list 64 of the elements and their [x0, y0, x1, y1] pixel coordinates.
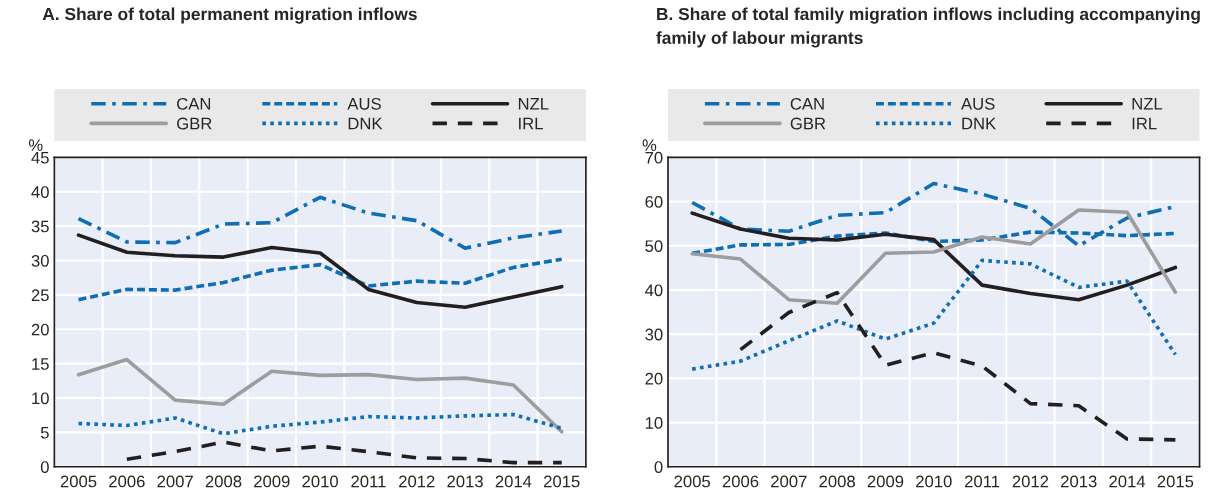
y-tick-label: 40	[645, 284, 663, 297]
y-tick-label: 10	[32, 392, 49, 405]
x-tick-label: 2013	[447, 475, 483, 488]
legend-label: AUS	[961, 97, 995, 110]
y-tick-label: 30	[645, 328, 663, 341]
y-tick-label: 0	[654, 461, 663, 473]
chart-title: B. Share of total family migration inflows including accompanying family of labour migrants	[656, 7, 1200, 48]
x-tick-label: 2009	[254, 475, 290, 488]
y-tick-label: 20	[645, 372, 663, 385]
y-tick-label: 50	[645, 240, 663, 253]
y-tick-label: 15	[32, 358, 49, 370]
line-series	[738, 290, 1178, 442]
x-tick-label: 2015	[544, 475, 580, 488]
x-tick-label: 2007	[157, 475, 193, 488]
x-tick-label: 2006	[722, 475, 759, 488]
legend-label: IRL	[1132, 117, 1157, 130]
legend-label: CAN	[177, 97, 211, 110]
x-tick-label: 2010	[302, 475, 339, 488]
x-tick-label: 2007	[771, 475, 807, 488]
line-series	[76, 233, 564, 310]
x-tick-label: 2011	[351, 475, 386, 488]
x-tick-label: 2011	[965, 475, 1000, 488]
legend-label: IRL	[519, 117, 543, 130]
line-series	[76, 195, 564, 250]
x-tick-label: 2005	[674, 475, 711, 488]
y-tick-label: 10	[645, 416, 663, 429]
y-tick-label: 5	[40, 426, 49, 439]
y-tick-label: 30	[31, 254, 49, 267]
y-tick-label: 25	[31, 289, 49, 302]
x-tick-label: 2014	[1109, 475, 1146, 488]
x-tick-label: 2008	[205, 475, 242, 488]
line-series	[76, 257, 564, 302]
legend-label: AUS	[347, 97, 381, 110]
y-tick-label: 45	[31, 151, 49, 164]
line-series	[690, 258, 1178, 371]
x-tick-label: 2013	[1061, 475, 1097, 488]
line-series	[76, 412, 564, 436]
y-tick-label: 0	[40, 461, 49, 473]
chart-title: A. Share of total permanent migration inflows	[42, 7, 417, 24]
x-tick-label: 2005	[60, 475, 97, 488]
line-series	[125, 440, 564, 465]
y-tick-label: 40	[31, 186, 49, 198]
y-tick-label: 70	[645, 151, 663, 164]
x-tick-label: 2014	[495, 475, 532, 488]
y-tick-label: 20	[31, 323, 49, 336]
line-series	[76, 357, 564, 434]
legend-label: DNK	[962, 117, 997, 130]
legend-label: GBR	[177, 117, 212, 130]
x-tick-label: 2012	[399, 475, 435, 488]
x-tick-label: 2012	[1012, 475, 1049, 488]
y-tick-label: 35	[31, 220, 49, 233]
legend-label: GBR	[790, 117, 826, 130]
legend-label: NZL	[1132, 98, 1163, 110]
legend-label: NZL	[518, 98, 549, 110]
y-tick-label: 60	[645, 196, 663, 208]
x-tick-label: 2010	[916, 475, 952, 488]
x-tick-label: 2015	[1157, 475, 1194, 488]
legend-label: DNK	[348, 117, 383, 130]
legend-label: CAN	[790, 97, 824, 110]
x-tick-label: 2006	[109, 475, 145, 488]
x-tick-label: 2009	[867, 475, 904, 488]
x-tick-label: 2008	[819, 475, 855, 488]
y-axis-title: %	[642, 139, 657, 151]
y-axis-title: %	[28, 139, 43, 151]
